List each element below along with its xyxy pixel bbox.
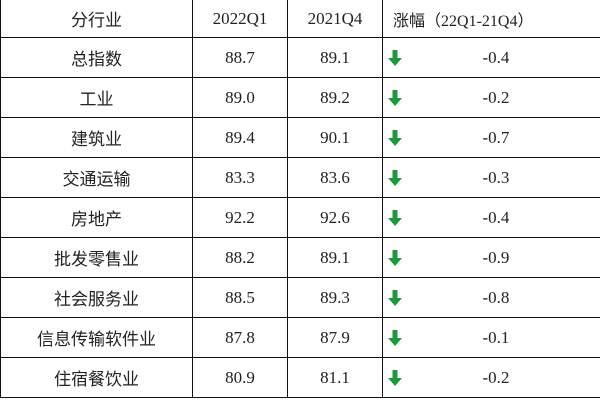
change-value-cell: -0.4 <box>480 197 600 238</box>
header-2021q4: 2021Q4 <box>287 0 383 38</box>
value-2022q1-cell: 88.7 <box>192 37 288 78</box>
table-row: 建筑业 89.4 90.1 -0.7 <box>0 117 600 158</box>
table-row: 交通运输 83.3 83.6 -0.3 <box>0 157 600 198</box>
table-row: 信息传输软件业 87.8 87.9 -0.1 <box>0 317 600 358</box>
industry-cell: 批发零售业 <box>0 237 193 278</box>
trend-cell <box>382 117 481 158</box>
trend-cell <box>382 37 481 78</box>
change-value-cell: -0.8 <box>480 277 600 318</box>
header-2022q1: 2022Q1 <box>192 0 288 38</box>
industry-cell: 信息传输软件业 <box>0 317 193 358</box>
header-industry: 分行业 <box>0 0 193 38</box>
value-2022q1-cell: 87.8 <box>192 317 288 358</box>
change-value-cell: -0.9 <box>480 237 600 278</box>
header-change-range: （22Q1-21Q4） <box>425 12 534 30</box>
down-arrow-icon <box>388 130 402 146</box>
down-arrow-icon <box>388 90 402 106</box>
header-change: 涨幅（22Q1-21Q4） <box>382 0 600 38</box>
value-2021q4-cell: 83.6 <box>287 157 383 198</box>
down-arrow-icon <box>388 330 402 346</box>
value-2022q1-cell: 83.3 <box>192 157 288 198</box>
table-row: 社会服务业 88.5 89.3 -0.8 <box>0 277 600 318</box>
change-value-cell: -0.4 <box>480 37 600 78</box>
value-2021q4-cell: 87.9 <box>287 317 383 358</box>
down-arrow-icon <box>388 250 402 266</box>
industry-cell: 工业 <box>0 77 193 118</box>
trend-cell <box>382 357 481 398</box>
table-row: 住宿餐饮业 80.9 81.1 -0.2 <box>0 357 600 398</box>
industry-cell: 房地产 <box>0 197 193 238</box>
header-change-label: 涨幅 <box>393 10 426 30</box>
value-2022q1-cell: 80.9 <box>192 357 288 398</box>
table-row: 房地产 92.2 92.6 -0.4 <box>0 197 600 238</box>
table-row: 批发零售业 88.2 89.1 -0.9 <box>0 237 600 278</box>
down-arrow-icon <box>388 290 402 306</box>
value-2021q4-cell: 89.1 <box>287 237 383 278</box>
trend-cell <box>382 237 481 278</box>
down-arrow-icon <box>388 50 402 66</box>
industry-cell: 总指数 <box>0 37 193 78</box>
trend-cell <box>382 77 481 118</box>
table-header-row: 分行业 2022Q1 2021Q4 涨幅（22Q1-21Q4） <box>0 0 600 38</box>
value-2022q1-cell: 92.2 <box>192 197 288 238</box>
value-2022q1-cell: 89.0 <box>192 77 288 118</box>
down-arrow-icon <box>388 210 402 226</box>
industry-cell: 住宿餐饮业 <box>0 357 193 398</box>
change-value-cell: -0.2 <box>480 77 600 118</box>
industry-cell: 建筑业 <box>0 117 193 158</box>
value-2021q4-cell: 81.1 <box>287 357 383 398</box>
change-value-cell: -0.2 <box>480 357 600 398</box>
value-2021q4-cell: 89.2 <box>287 77 383 118</box>
table-row: 工业 89.0 89.2 -0.2 <box>0 77 600 118</box>
value-2021q4-cell: 90.1 <box>287 117 383 158</box>
value-2021q4-cell: 89.1 <box>287 37 383 78</box>
table-body: 总指数 88.7 89.1 -0.4 工业 89.0 89.2 -0.2 建筑业 89.4 90.1… <box>0 37 600 398</box>
value-2022q1-cell: 88.5 <box>192 277 288 318</box>
down-arrow-icon <box>388 170 402 186</box>
trend-cell <box>382 277 481 318</box>
down-arrow-icon <box>388 370 402 386</box>
trend-cell <box>382 157 481 198</box>
value-2021q4-cell: 89.3 <box>287 277 383 318</box>
industry-cell: 交通运输 <box>0 157 193 198</box>
table-row: 总指数 88.7 89.1 -0.4 <box>0 37 600 78</box>
value-2022q1-cell: 89.4 <box>192 117 288 158</box>
change-value-cell: -0.1 <box>480 317 600 358</box>
value-2021q4-cell: 92.6 <box>287 197 383 238</box>
value-2022q1-cell: 88.2 <box>192 237 288 278</box>
trend-cell <box>382 317 481 358</box>
industry-cell: 社会服务业 <box>0 277 193 318</box>
change-value-cell: -0.7 <box>480 117 600 158</box>
change-value-cell: -0.3 <box>480 157 600 198</box>
trend-cell <box>382 197 481 238</box>
